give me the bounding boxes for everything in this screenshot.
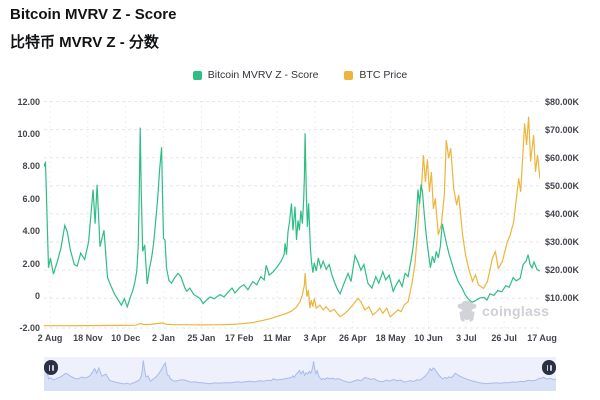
x-axis-label: 10 Jun (414, 333, 443, 343)
x-axis-label: 11 Mar (263, 333, 292, 343)
left-axis-label: 2.00 (22, 258, 40, 269)
right-axis-label: $30.00K (545, 237, 580, 247)
navigator-left-handle[interactable] (44, 360, 58, 375)
mvrv-series-swatch (192, 70, 202, 80)
x-axis-label: 10 Dec (111, 333, 141, 343)
right-axis-label: $40.00K (545, 208, 580, 219)
navigator-minichart (44, 360, 556, 391)
legend-item-btc-price[interactable]: BTC Price (344, 69, 407, 81)
x-axis-label: 3 Apr (303, 333, 327, 343)
gorilla-logo-icon (457, 300, 477, 322)
x-axis-label: 2 Jan (152, 333, 176, 343)
x-axis-label: 26 Apr (338, 333, 367, 343)
mvrv-zscore-chart: 12.00 10.00 8.00 6.00 4.00 2.00 0 -2.00 $80.00K… (17, 96, 580, 344)
page-subtitle-chinese: 比特币 MVRV Z - 分数 (10, 34, 159, 51)
legend-label-btc-price: BTC Price (359, 69, 408, 81)
mvrv-zscore-line (44, 127, 540, 309)
x-axis-label: 3 Jul (456, 333, 477, 343)
page-title: Bitcoin MVRV Z - Score (10, 6, 177, 23)
right-axis-label: $70.00K (545, 124, 580, 135)
left-axis-label: -2.00 (19, 323, 40, 334)
legend-item-mvrv[interactable]: Bitcoin MVRV Z - Score (192, 69, 319, 81)
x-axis-label: 25 Jan (187, 333, 216, 343)
x-axis-label: 26 Jul (491, 333, 517, 343)
left-axis-label: 8.00 (22, 161, 40, 172)
navigator-right-handle[interactable] (542, 360, 556, 375)
left-axis-label: 6.00 (22, 193, 40, 204)
left-axis-label: 4.00 (22, 226, 40, 237)
btc-series-swatch (344, 70, 354, 80)
range-navigator[interactable] (44, 357, 556, 391)
legend-label-mvrv: Bitcoin MVRV Z - Score (207, 69, 319, 81)
right-axis-label: $10.00K (545, 293, 580, 304)
left-axis-label: 12.00 (17, 96, 40, 107)
plot-area[interactable] (44, 101, 540, 329)
x-axis-label: 17 Aug (527, 333, 557, 343)
x-axis-label: 18 May (375, 333, 406, 343)
right-axis-label: $20.00K (545, 265, 580, 276)
btc-price-line (44, 116, 540, 327)
watermark-text: coinglass (482, 303, 550, 319)
x-axis-label: 2 Aug (37, 333, 63, 343)
legend: Bitcoin MVRV Z - Score BTC Price (0, 69, 600, 81)
x-axis-label: 18 Nov (73, 333, 103, 343)
coinglass-watermark: coinglass (456, 299, 549, 323)
right-axis-label: $50.00K (545, 180, 580, 191)
right-axis-label: $80.00K (545, 96, 580, 107)
left-axis-label: 10.00 (17, 128, 40, 139)
x-axis-label: 17 Feb (224, 333, 254, 343)
left-axis-label: 0 (34, 290, 40, 301)
right-axis-label: $60.00K (545, 152, 580, 163)
